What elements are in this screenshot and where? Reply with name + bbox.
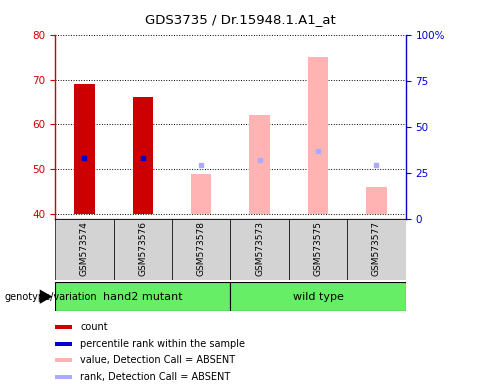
Bar xyxy=(55,325,72,329)
Text: GSM573574: GSM573574 xyxy=(80,221,89,276)
Text: GSM573576: GSM573576 xyxy=(138,221,147,276)
Bar xyxy=(55,219,114,280)
Polygon shape xyxy=(40,290,52,304)
Bar xyxy=(55,342,72,346)
Text: hand2 mutant: hand2 mutant xyxy=(103,291,182,302)
Text: value, Detection Call = ABSENT: value, Detection Call = ABSENT xyxy=(80,355,235,365)
Bar xyxy=(172,219,230,280)
Text: rank, Detection Call = ABSENT: rank, Detection Call = ABSENT xyxy=(80,372,230,382)
Text: percentile rank within the sample: percentile rank within the sample xyxy=(80,339,245,349)
Text: GSM573578: GSM573578 xyxy=(197,221,206,276)
Bar xyxy=(191,174,211,214)
Bar xyxy=(230,219,289,280)
Bar xyxy=(74,84,95,214)
Bar xyxy=(230,282,406,311)
Text: GSM573575: GSM573575 xyxy=(313,221,323,276)
Bar xyxy=(114,219,172,280)
Bar xyxy=(366,187,386,214)
Text: wild type: wild type xyxy=(293,291,343,302)
Bar xyxy=(55,375,72,379)
Bar xyxy=(55,282,230,311)
Text: genotype/variation: genotype/variation xyxy=(5,291,97,302)
Bar xyxy=(308,57,328,214)
Text: count: count xyxy=(80,322,108,332)
Text: GDS3735 / Dr.15948.1.A1_at: GDS3735 / Dr.15948.1.A1_at xyxy=(144,13,336,26)
Bar xyxy=(347,219,406,280)
Text: GSM573573: GSM573573 xyxy=(255,221,264,276)
Bar xyxy=(250,116,270,214)
Bar xyxy=(132,98,153,214)
Bar xyxy=(55,358,72,362)
Text: GSM573577: GSM573577 xyxy=(372,221,381,276)
Bar xyxy=(289,219,347,280)
